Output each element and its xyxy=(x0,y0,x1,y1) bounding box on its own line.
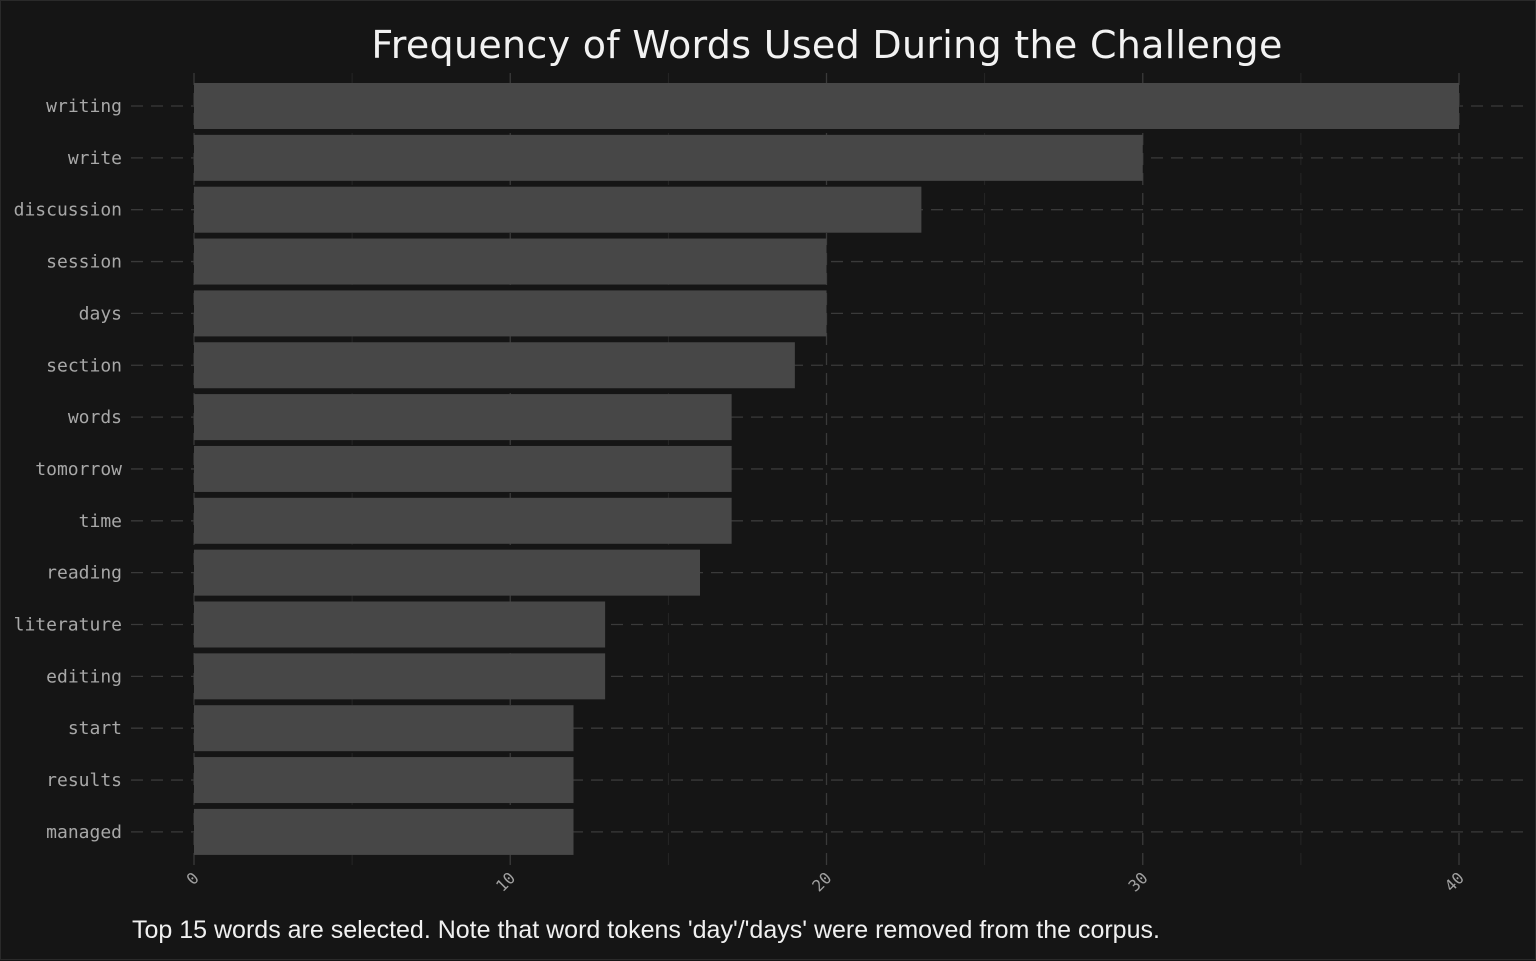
bar-writing xyxy=(194,83,1459,129)
category-label: literature xyxy=(14,615,122,636)
bar-tomorrow xyxy=(194,445,732,492)
bar-section xyxy=(194,342,795,389)
x-axis-ticks: 0 10 20 30 40 xyxy=(183,868,1468,895)
bar-discussion xyxy=(194,186,922,233)
category-label: start xyxy=(68,718,122,739)
x-tick-label: 30 xyxy=(1125,868,1152,895)
bar-days xyxy=(194,290,827,337)
x-tick-label: 40 xyxy=(1441,868,1468,895)
bar-editing xyxy=(194,653,606,700)
bars xyxy=(194,83,1459,855)
category-label: editing xyxy=(46,666,122,687)
category-label: tomorrow xyxy=(35,459,122,480)
bar-results xyxy=(194,757,574,804)
chart-title: Frequency of Words Used During the Chall… xyxy=(371,23,1283,67)
category-label: words xyxy=(68,407,122,428)
category-label: time xyxy=(79,511,122,532)
category-label: results xyxy=(46,770,122,791)
category-label: reading xyxy=(46,563,122,584)
chart-caption: Top 15 words are selected. Note that wor… xyxy=(132,916,1160,944)
category-label: write xyxy=(68,148,122,169)
bar-managed xyxy=(194,808,574,855)
bar-reading xyxy=(194,549,700,596)
y-axis-labels: writing write discussion session days section… xyxy=(14,96,123,843)
category-label: discussion xyxy=(14,200,122,221)
bar-write xyxy=(194,134,1143,181)
category-label: section xyxy=(46,355,122,376)
bar-literature xyxy=(194,601,606,648)
x-tick-label: 0 xyxy=(183,868,203,888)
category-label: session xyxy=(46,252,122,273)
bar-time xyxy=(194,497,732,544)
bar-words xyxy=(194,394,732,441)
bar-start xyxy=(194,705,574,752)
bar-session xyxy=(194,238,827,285)
x-tick-label: 10 xyxy=(492,868,519,895)
x-tick-label: 20 xyxy=(808,868,835,895)
category-label: writing xyxy=(46,96,122,117)
category-label: managed xyxy=(46,822,122,843)
category-label: days xyxy=(79,303,122,324)
